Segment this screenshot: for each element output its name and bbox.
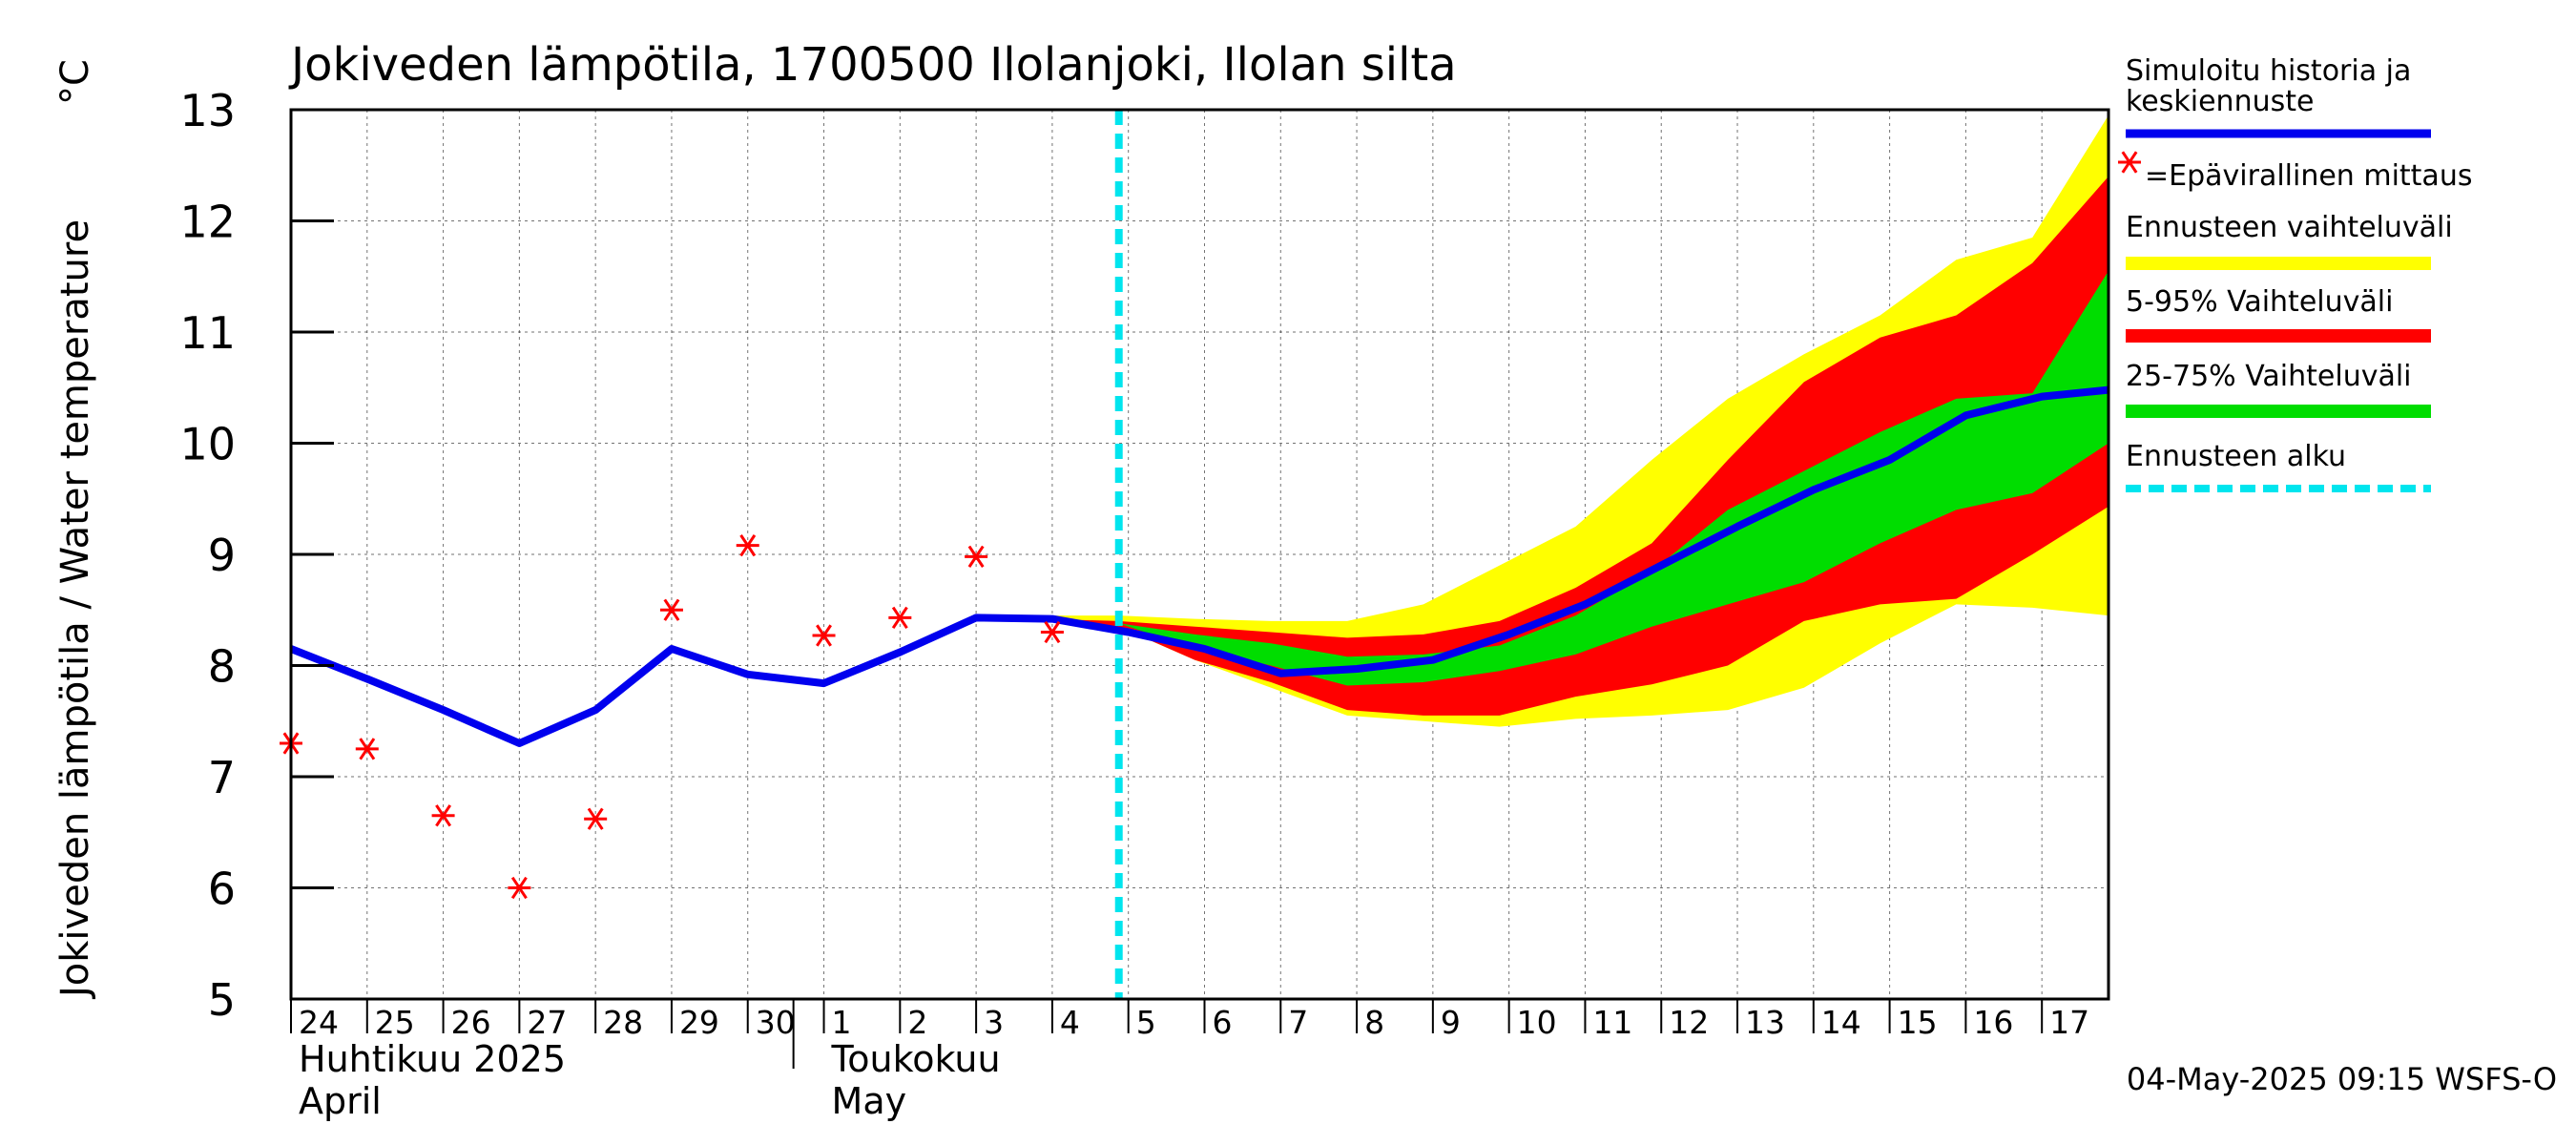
x-tick-label: 9 — [1441, 1004, 1461, 1041]
x-tick-label: 2 — [907, 1004, 927, 1041]
x-tick-label: 3 — [984, 1004, 1004, 1041]
axes — [289, 108, 2110, 1069]
measurement-point — [812, 624, 836, 647]
legend-swatch-3 — [2126, 329, 2431, 343]
y-axis-unit: °C — [53, 59, 97, 105]
measurement-markers — [280, 534, 1064, 900]
x-tick-label: 30 — [756, 1004, 796, 1041]
y-tick-label: 8 — [208, 641, 236, 693]
x-tick-label: 5 — [1136, 1004, 1156, 1041]
x-tick-label: 27 — [527, 1004, 567, 1041]
y-tick-label: 6 — [208, 864, 236, 915]
legend-swatch-mittaus — [2118, 151, 2141, 174]
legend-label-4: 25-75% Vaihteluväli — [2126, 360, 2412, 393]
x-tick-label: 13 — [1745, 1004, 1785, 1041]
measurement-point — [736, 534, 759, 557]
x-tick-label: 1 — [832, 1004, 852, 1041]
y-tick-label: 13 — [179, 85, 236, 136]
month-label-en: May — [832, 1080, 907, 1122]
legend-swatch-2 — [2126, 257, 2431, 270]
x-tick-label: 17 — [2049, 1004, 2089, 1041]
x-tick-label: 6 — [1212, 1004, 1232, 1041]
chart-title: Jokiveden lämpötila, 1700500 Ilolanjoki,… — [288, 38, 1457, 92]
x-tick-label: 28 — [603, 1004, 643, 1041]
x-tick-label: 29 — [679, 1004, 719, 1041]
legend-label-mittaus: =Epävirallinen mittaus — [2145, 159, 2472, 193]
measurement-point — [1040, 620, 1064, 644]
x-tick-label: 12 — [1669, 1004, 1709, 1041]
x-tick-label: 14 — [1821, 1004, 1861, 1041]
band-25-75 — [1042, 270, 2109, 686]
legend-label-ennusteen-alku: Ennusteen alku — [2126, 440, 2346, 473]
measurement-point — [431, 804, 455, 827]
measurement-point — [584, 807, 608, 830]
band-5-95 — [1042, 176, 2109, 716]
x-tick-label: 25 — [375, 1004, 415, 1041]
legend-label-2: Ennusteen vaihteluväli — [2126, 211, 2453, 244]
forecast-bands — [1042, 114, 2109, 727]
x-tick-label: 26 — [451, 1004, 491, 1041]
measurement-point — [965, 545, 988, 568]
x-tick-label: 16 — [1973, 1004, 2013, 1041]
y-tick-label: 11 — [179, 307, 236, 359]
x-tick-label: 7 — [1288, 1004, 1308, 1041]
measurement-point — [508, 876, 531, 900]
measurement-point — [659, 598, 683, 621]
x-tick-label: 11 — [1592, 1004, 1632, 1041]
x-tick-label: 8 — [1364, 1004, 1384, 1041]
y-tick-label: 5 — [208, 974, 236, 1026]
x-tick-label: 24 — [299, 1004, 339, 1041]
legend-label-simuloitu: Simuloitu historia ja — [2126, 54, 2411, 88]
measurement-point — [888, 606, 912, 630]
y-tick-label: 12 — [179, 197, 236, 248]
footer-timestamp: 04-May-2025 09:15 WSFS-O — [2127, 1061, 2557, 1097]
x-tick-label: 4 — [1060, 1004, 1080, 1041]
series-lines — [289, 110, 2109, 999]
y-tick-label: 7 — [208, 752, 236, 803]
legend-label-simuloitu-2: keskiennuste — [2126, 85, 2314, 118]
measurement-point — [355, 738, 379, 760]
x-tick-label: 10 — [1517, 1004, 1557, 1041]
month-label: Huhtikuu 2025 — [299, 1038, 566, 1080]
x-tick-label: 15 — [1898, 1004, 1938, 1041]
x-tick-labels: 24 25 26 27 28 29 30 1 2 3 4 5 6 7 8 9 10 11 12 13 14 15 16 17 — [299, 1004, 2089, 1041]
y-tick-label: 9 — [208, 530, 236, 581]
month-label-en: April — [299, 1080, 382, 1122]
legend-swatch-4 — [2126, 405, 2431, 418]
legend-label-3: 5-95% Vaihteluväli — [2126, 285, 2393, 319]
y-tick-label: 10 — [179, 419, 236, 470]
month-label: Toukokuu — [831, 1038, 1001, 1080]
y-axis-label: Jokiveden lämpötila / Water temperature — [53, 219, 97, 1000]
y-tick-labels: 5 6 7 8 9 10 11 12 13 — [179, 85, 236, 1026]
series-line-simuloitu — [289, 385, 2109, 747]
